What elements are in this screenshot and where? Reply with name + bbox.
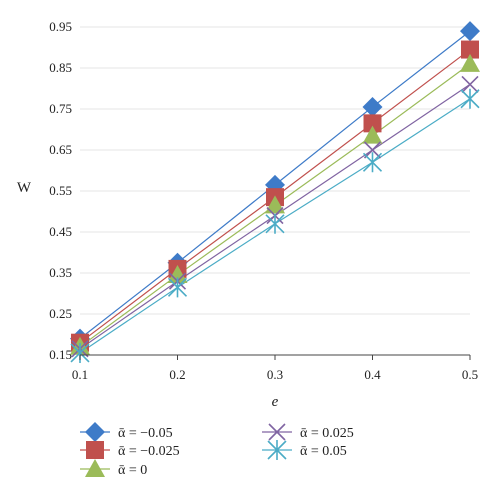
- x-tick-labels: 0.1 0.2 0.3 0.4 0.5: [72, 355, 478, 382]
- legend-marker: [85, 422, 105, 442]
- y-axis-label: W: [17, 180, 32, 196]
- data-point: [460, 88, 480, 109]
- data-point: [265, 213, 285, 234]
- y-tick-label: 0.65: [49, 142, 72, 157]
- data-point: [167, 277, 188, 298]
- y-tick-label: 0.45: [49, 224, 72, 239]
- x-axis-label: e: [272, 394, 279, 410]
- legend-label: ᾱ = 0.025: [300, 426, 354, 441]
- y-tick-label: 0.85: [49, 60, 72, 75]
- y-tick-label: 0.15: [49, 347, 72, 362]
- data-point: [362, 152, 383, 173]
- x-tick-label: 0.4: [364, 367, 381, 382]
- data-point: [363, 141, 382, 159]
- legend-marker: [268, 423, 286, 441]
- y-tick-labels: 0.15 0.25 0.35 0.45 0.55 0.65 0.75 0.85 0.95: [49, 19, 72, 362]
- legend-item: ᾱ = 0: [80, 459, 147, 478]
- data-point: [461, 40, 479, 59]
- data-point: [461, 75, 479, 93]
- legend-item: ᾱ = 0.025: [262, 423, 354, 441]
- data-point: [363, 114, 382, 133]
- y-tick-label: 0.25: [49, 306, 72, 321]
- y-tick-label: 0.75: [49, 101, 72, 116]
- series-markers: [70, 21, 480, 363]
- y-tick-label: 0.35: [49, 265, 72, 280]
- y-tick-label: 0.55: [49, 183, 72, 198]
- data-point: [460, 21, 480, 42]
- data-point: [362, 96, 383, 117]
- y-tick-label: 0.95: [49, 19, 72, 34]
- x-tick-label: 0.3: [267, 367, 283, 382]
- legend-item: ᾱ = −0.025: [80, 441, 180, 459]
- data-point: [362, 125, 383, 144]
- legend-marker: [85, 459, 105, 477]
- grid: [80, 26, 470, 315]
- data-point: [460, 53, 480, 72]
- data-point: [167, 265, 188, 284]
- x-tick-label: 0.2: [169, 367, 185, 382]
- legend-item: ᾱ = −0.05: [80, 422, 173, 442]
- legend-label: ᾱ = 0.05: [300, 444, 347, 459]
- legend-item: ᾱ = 0.05: [262, 440, 347, 460]
- x-tick-label: 0.1: [72, 367, 88, 382]
- legend: ᾱ = −0.05 ᾱ = −0.025 ᾱ = 0 ᾱ = 0.025 ᾱ = 0.0…: [80, 422, 354, 478]
- data-point: [265, 195, 285, 214]
- x-tick-label: 0.5: [462, 367, 478, 382]
- legend-label: ᾱ = −0.025: [118, 444, 180, 459]
- legend-marker: [267, 440, 287, 460]
- legend-label: ᾱ = 0: [118, 463, 147, 478]
- legend-label: ᾱ = −0.05: [118, 426, 173, 441]
- legend-marker: [86, 441, 104, 459]
